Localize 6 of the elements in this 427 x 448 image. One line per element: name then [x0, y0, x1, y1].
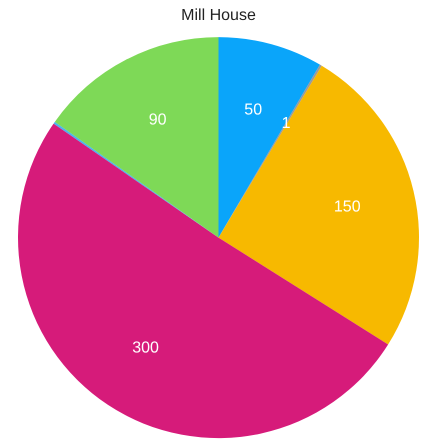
data-label: 90	[148, 111, 167, 128]
data-label: 300	[132, 339, 160, 356]
data-label: 50	[244, 101, 262, 118]
data-label: 150	[334, 198, 361, 216]
data-label: 1	[282, 115, 291, 132]
chart-title: Mill House	[181, 7, 256, 24]
